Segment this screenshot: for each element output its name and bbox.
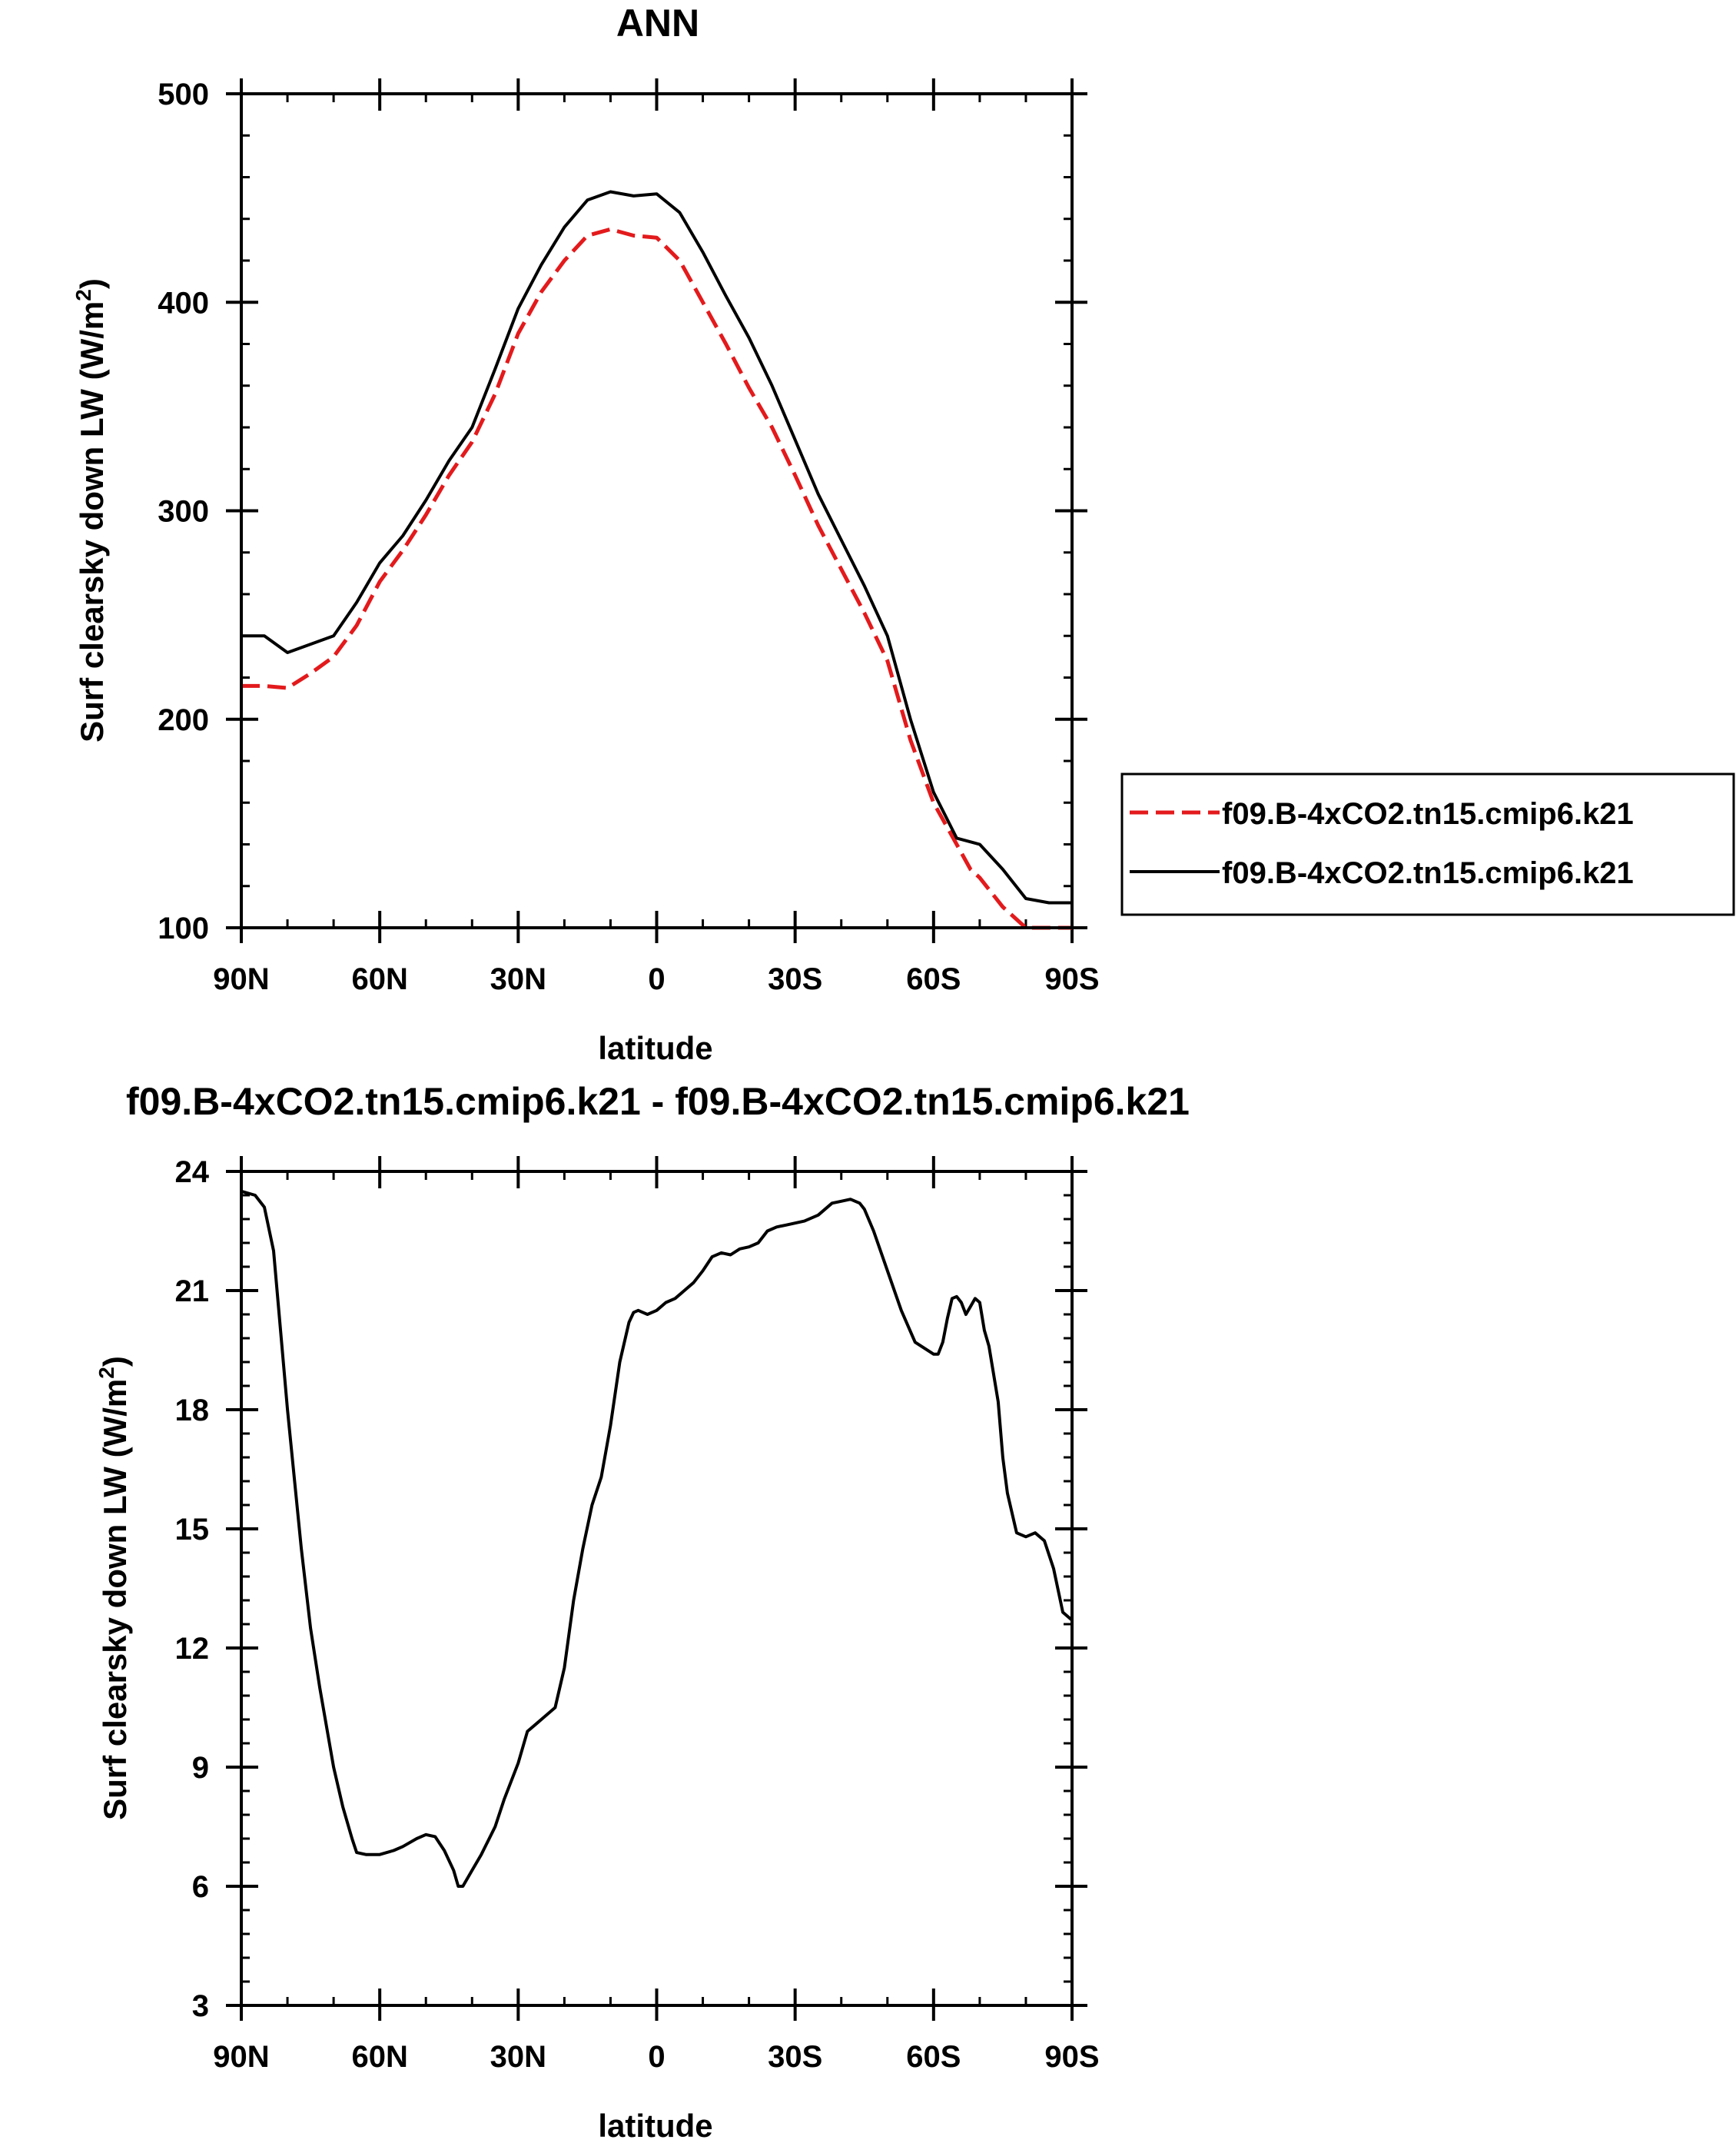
difference-panel: f09.B-4xCO2.tn15.cmip6.k21 - f09.B-4xCO2… — [95, 1080, 1190, 2143]
x-tick-label: 60S — [906, 962, 961, 996]
y-tick-label: 12 — [175, 1632, 210, 1666]
annual-mean-panel: ANN 90N 60N 30N 0 30S 60S 90S 100 200 300 400 500 l… — [71, 2, 1735, 1066]
x-tick-label: 60N — [351, 962, 407, 996]
tick-labels: 90N 60N 30N 0 30S 60S 90S 3 6 9 12 15 18 21 24 — [175, 1155, 1100, 2074]
panel-title: f09.B-4xCO2.tn15.cmip6.k21 - f09.B-4xCO2… — [126, 1080, 1190, 1123]
x-tick-label: 0 — [648, 962, 665, 996]
x-tick-label: 90N — [213, 962, 269, 996]
x-tick-label: 30N — [490, 2040, 546, 2074]
legend-label-series-1: f09.B-4xCO2.tn15.cmip6.k21 — [1222, 797, 1634, 831]
y-tick-label: 24 — [175, 1155, 210, 1189]
series-line-1 — [241, 227, 1072, 930]
y-axis-label-exponent: 2 — [71, 289, 95, 301]
plot-frame — [240, 92, 1074, 929]
y-tick-label: 21 — [175, 1274, 210, 1308]
x-tick-label: 0 — [648, 2040, 665, 2074]
y-axis-label-suffix: ) — [97, 1356, 133, 1367]
panel-title: ANN — [616, 2, 699, 45]
y-axis-label: Surf clearsky down LW (W/m2) — [95, 1356, 133, 1820]
y-tick-label: 9 — [192, 1751, 209, 1785]
legend-box — [1120, 772, 1735, 916]
x-tick-label: 90S — [1044, 2040, 1099, 2074]
y-axis-label-suffix: ) — [74, 278, 110, 289]
y-tick-label: 18 — [175, 1394, 210, 1427]
y-tick-label: 3 — [192, 1989, 209, 2023]
y-tick-label: 15 — [175, 1513, 210, 1547]
y-tick-label: 100 — [158, 912, 209, 945]
x-tick-label: 90N — [213, 2040, 269, 2074]
tick-labels: 90N 60N 30N 0 30S 60S 90S 100 200 300 400 500 — [158, 78, 1099, 996]
series-lines — [241, 1189, 1074, 1888]
axis-ticks — [226, 78, 1087, 943]
axis-ticks — [226, 1156, 1087, 2021]
series-line-2 — [241, 190, 1072, 905]
y-tick-label: 500 — [158, 78, 209, 111]
plot-frame — [240, 1170, 1074, 2007]
x-tick-label: 30N — [490, 962, 546, 996]
legend: f09.B-4xCO2.tn15.cmip6.k21 f09.B-4xCO2.t… — [1120, 772, 1735, 916]
y-axis-label: Surf clearsky down LW (W/m2) — [71, 278, 110, 743]
y-tick-label: 300 — [158, 495, 209, 529]
x-tick-label: 30S — [768, 2040, 822, 2074]
y-tick-label: 6 — [192, 1870, 209, 1904]
x-tick-label: 60S — [906, 2040, 961, 2074]
x-tick-label: 30S — [768, 962, 822, 996]
x-tick-label: 90S — [1044, 962, 1099, 996]
y-axis-label-prefix: Surf clearsky down LW (W/m — [97, 1379, 133, 1820]
x-axis-label: latitude — [598, 2108, 712, 2143]
x-tick-label: 60N — [351, 2040, 407, 2074]
x-axis-label: latitude — [598, 1030, 712, 1066]
y-axis-label-exponent: 2 — [95, 1367, 118, 1379]
series-line-1 — [241, 1189, 1074, 1888]
y-axis-label-prefix: Surf clearsky down LW (W/m — [74, 301, 110, 743]
series-lines — [241, 190, 1072, 930]
legend-label-series-2: f09.B-4xCO2.tn15.cmip6.k21 — [1222, 856, 1634, 890]
y-tick-label: 400 — [158, 286, 209, 320]
y-tick-label: 200 — [158, 703, 209, 737]
